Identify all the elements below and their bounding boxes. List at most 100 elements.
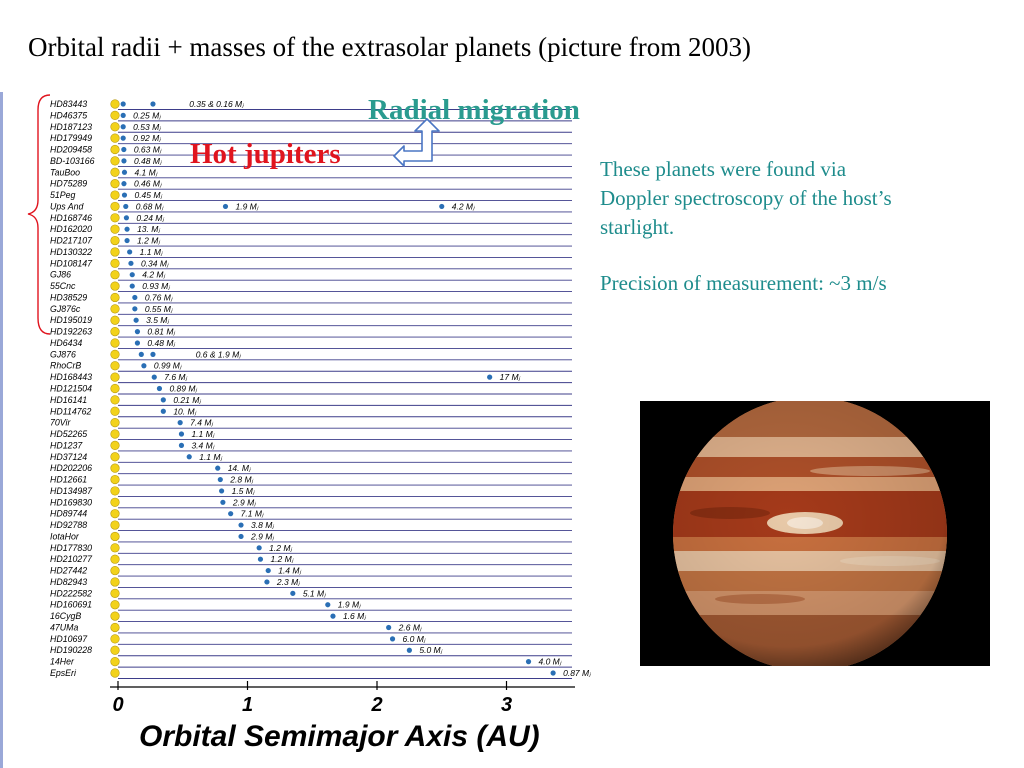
planet-mass-label: 4.0 Mⱼ — [539, 657, 562, 667]
star-name-label: TauBoo — [50, 167, 80, 177]
planet-marker — [238, 522, 244, 528]
planet-mass-label: 0.81 Mⱼ — [147, 327, 175, 337]
host-star-marker — [110, 99, 120, 109]
planet-mass-label: 0.76 Mⱼ — [145, 292, 173, 302]
chart-row: HD89744 7.1 Mⱼ — [50, 509, 572, 520]
chart-row: 14Her 4.0 Mⱼ — [50, 657, 572, 668]
host-star-marker — [110, 474, 120, 485]
planet-marker — [386, 624, 392, 631]
planet-mass-label: 4.1 Mⱼ — [134, 167, 157, 177]
hot-jupiters-label: Hot jupiters — [190, 138, 341, 170]
planet-mass-label: 0.34 Mⱼ — [141, 258, 169, 268]
planet-mass-label: 4.2 Mⱼ — [142, 270, 165, 280]
chart-row: HD222582 5.1 Mⱼ — [50, 588, 572, 600]
star-name-label: 16CygB — [50, 611, 81, 621]
planet-mass-label: 0.21 Mⱼ — [173, 395, 201, 405]
planet-mass-label: 1.4 Mⱼ — [278, 566, 301, 576]
chart-row: HD46375 0.25 Mⱼ — [50, 110, 572, 122]
planet-mass-label: 0.92 Mⱼ — [133, 133, 161, 143]
chart-row: HD217107 1.2 Mⱼ — [50, 236, 572, 247]
star-name-label: HD16141 — [50, 395, 87, 405]
star-name-label: RhoCrB — [50, 361, 81, 371]
host-star-marker — [110, 327, 120, 337]
planet-mass-label: 5.1 Mⱼ — [303, 588, 326, 598]
planet-marker — [160, 397, 166, 403]
info-precision: Precision of measurement: ~3 m/s — [600, 270, 887, 295]
planet-marker — [121, 192, 128, 198]
info-doppler: These planets were found via Doppler spe… — [600, 157, 892, 239]
planet-mass-label: 2.8 Mⱼ — [229, 475, 253, 485]
chart-row: HD192263 0.81 Mⱼ — [50, 327, 572, 338]
planet-marker — [228, 511, 234, 517]
star-name-label: BD-103166 — [50, 156, 95, 166]
chart-row: HD83443 — [50, 99, 572, 110]
planet-mass-label: 1.5 Mⱼ — [232, 486, 255, 496]
planet-marker — [178, 442, 185, 448]
chart-row: RhoCrB 0.99 Mⱼ — [50, 361, 572, 372]
star-name-label: HD6434 — [50, 338, 82, 348]
host-star-marker — [110, 668, 120, 678]
host-star-marker — [110, 543, 120, 553]
planet-marker — [220, 499, 226, 505]
planet-marker — [141, 363, 147, 369]
planet-mass-label: 2.6 Mⱼ — [398, 622, 422, 632]
x-tick-label: 0 — [112, 694, 123, 716]
jupiter-photo — [640, 401, 990, 666]
star-name-label: EpsEri — [50, 668, 77, 678]
star-name-label: HD160691 — [50, 600, 92, 610]
star-name-label: HD192263 — [50, 327, 92, 337]
star-name-label: HD222582 — [50, 588, 92, 598]
host-star-marker — [110, 657, 120, 667]
star-name-label: HD82943 — [50, 577, 87, 587]
planet-marker — [217, 476, 223, 483]
chart-row: HD114762 10. Mⱼ — [50, 406, 572, 418]
chart-row: Ups And 0.68 Mⱼ 1.9 Mⱼ 4.2 Mⱼ — [50, 201, 572, 213]
planet-marker — [121, 181, 127, 187]
host-star-marker — [110, 235, 120, 246]
host-star-marker — [110, 110, 120, 120]
planet-marker — [186, 454, 192, 460]
planet-mass-label: 1.9 Mⱼ — [235, 201, 258, 211]
planet-mass-label: 1.1 Mⱼ — [199, 452, 222, 462]
planet-mass-label: 7.4 Mⱼ — [190, 418, 213, 428]
host-star-marker — [110, 190, 120, 200]
host-star-marker — [110, 395, 120, 405]
host-star-marker — [110, 463, 120, 473]
star-name-label: HD130322 — [50, 247, 92, 257]
planet-mass-label: 13. Mⱼ — [137, 224, 160, 234]
x-tick-label: 2 — [370, 694, 382, 716]
star-name-label: HD10697 — [50, 634, 88, 644]
x-axis-title: Orbital Semimajor Axis (AU) — [139, 720, 540, 753]
planet-marker — [219, 488, 225, 494]
planet-mass-label: 0.55 Mⱼ — [145, 304, 173, 314]
star-name-label: HD12661 — [50, 475, 87, 485]
planet-marker — [439, 203, 445, 210]
planet-mass-label: 0.48 Mⱼ — [134, 156, 162, 166]
planet-mass-label: 17 Mⱼ — [500, 372, 521, 382]
planet-mass-label: 0.99 Mⱼ — [154, 361, 182, 371]
x-tick-label: 3 — [501, 694, 512, 716]
planet-mass-label: 10. Mⱼ — [173, 406, 196, 416]
chart-row: BD-103166 0.48 Mⱼ — [50, 156, 572, 167]
host-star-marker — [110, 338, 120, 348]
planet-mass-label: 3.8 Mⱼ — [251, 520, 274, 530]
planet-marker — [264, 579, 270, 585]
planet-marker — [129, 283, 135, 289]
planet-marker — [121, 169, 128, 175]
host-star-marker — [110, 133, 120, 143]
chart-row: 51Peg 0.45 Mⱼ — [50, 190, 572, 201]
exoplanet-chart: HD83443 0.35 & 0.16 Mⱼ HD46375 0.25 Mⱼ HD187… — [27, 94, 591, 753]
planet-mass-label: 2.3 Mⱼ — [276, 577, 300, 587]
host-star-marker — [110, 201, 120, 212]
host-star-marker — [110, 281, 120, 291]
rows-layer: HD83443 0.35 & 0.16 Mⱼ HD46375 0.25 Mⱼ HD187… — [50, 99, 591, 679]
chart-row: HD130322 1.1 Mⱼ — [50, 247, 572, 258]
host-star-marker — [110, 122, 120, 132]
planet-mass-label: 0.87 Mⱼ — [563, 668, 591, 678]
planet-marker — [156, 385, 163, 392]
planet-marker — [134, 340, 141, 346]
planet-marker — [150, 351, 156, 357]
planet-mass-label: 0.35 & 0.16 Mⱼ — [189, 99, 244, 109]
planet-mass-label: 0.25 Mⱼ — [133, 110, 161, 120]
star-name-label: 51Peg — [50, 190, 76, 200]
